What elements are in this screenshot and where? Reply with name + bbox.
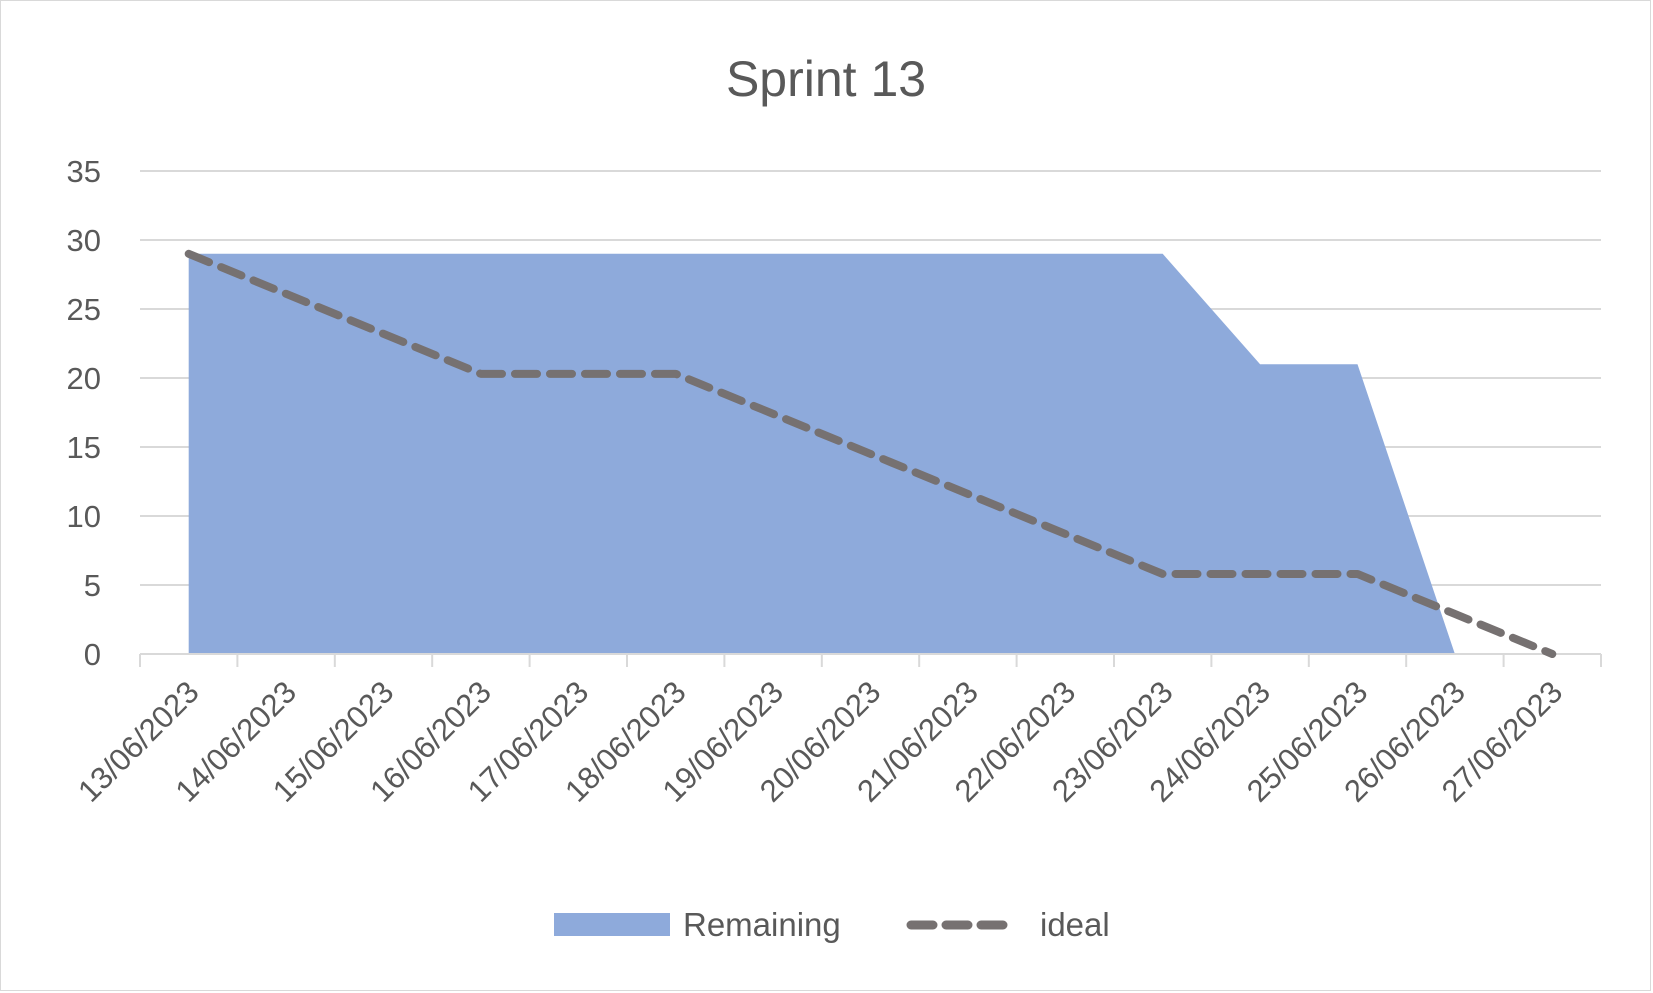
y-tick-label: 35 (67, 154, 101, 189)
ideal-line-layer (184, 249, 1557, 658)
legend-label-remaining: Remaining (683, 906, 841, 943)
y-tick-label: 25 (67, 292, 101, 327)
legend: Remaining ideal (554, 906, 1110, 943)
remaining-area (188, 253, 1455, 655)
legend-swatch-remaining (554, 913, 670, 936)
y-tick-label: 20 (67, 361, 101, 396)
y-tick-label: 15 (67, 430, 101, 465)
y-tick-label: 5 (84, 568, 101, 603)
y-axis-labels: 0 5 10 15 20 25 30 35 (67, 154, 101, 672)
y-tick-label: 10 (67, 499, 101, 534)
x-axis (139, 653, 1602, 667)
legend-label-ideal: ideal (1040, 906, 1110, 943)
y-tick-label: 0 (84, 637, 101, 672)
y-tick-label: 30 (67, 223, 101, 258)
ideal-line (184, 249, 1557, 658)
chart-title: Sprint 13 (726, 51, 926, 107)
remaining-area-layer (188, 253, 1455, 655)
x-axis-labels: 13/06/202314/06/202315/06/202316/06/2023… (71, 674, 1569, 808)
